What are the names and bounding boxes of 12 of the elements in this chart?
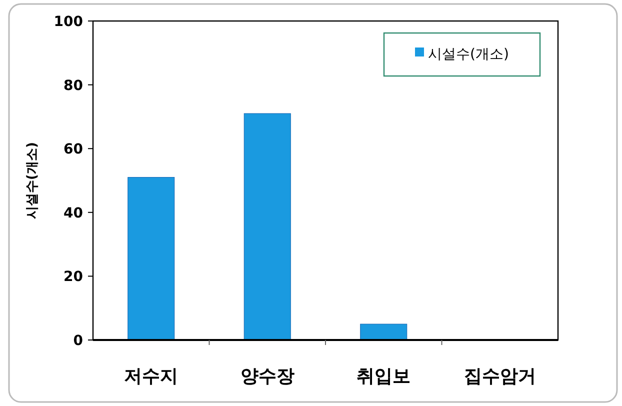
- y-tick-label: 100: [54, 14, 84, 30]
- y-tick-label: 80: [64, 78, 84, 94]
- x-tick-label: 취입보: [356, 366, 411, 387]
- x-tick-label: 양수장: [240, 366, 294, 387]
- y-axis-title: 시설수(개소): [25, 142, 40, 219]
- x-tick-label: 집수암거: [464, 366, 536, 387]
- legend-label: 시설수(개소): [428, 46, 509, 62]
- y-tick-label: 20: [64, 269, 84, 286]
- y-tick-label: 0: [73, 333, 84, 349]
- x-tick-label: 저수지: [124, 366, 178, 387]
- y-tick-label: 60: [64, 142, 84, 158]
- y-tick-label: 40: [64, 205, 84, 222]
